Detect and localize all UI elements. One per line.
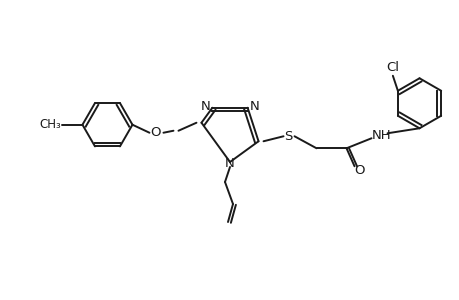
Text: O: O [150,126,160,139]
Text: N: N [249,100,259,113]
Text: NH: NH [371,129,391,142]
Text: N: N [224,157,235,169]
Text: N: N [200,100,210,113]
Text: CH₃: CH₃ [39,118,61,131]
Text: Cl: Cl [386,61,398,74]
Text: S: S [284,130,292,143]
Text: O: O [353,164,364,177]
